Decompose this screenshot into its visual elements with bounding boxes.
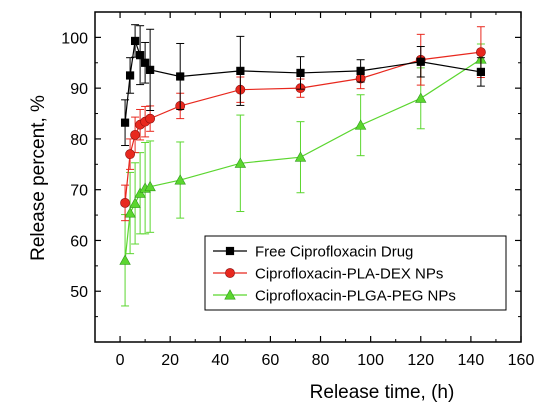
data-point: [129, 197, 141, 208]
y-axis-title: Release percent, %: [28, 95, 49, 261]
legend-label: Free Ciprofloxacin Drug: [255, 244, 413, 261]
x-tick-label: 140: [458, 352, 485, 369]
y-tick-label: 50: [70, 284, 88, 301]
data-point: [130, 36, 140, 46]
x-tick-label: 20: [161, 352, 179, 369]
series-layer: [119, 24, 487, 307]
data-point: [176, 72, 185, 81]
legend-marker: [224, 289, 236, 300]
data-point: [415, 92, 427, 103]
data-point: [146, 65, 155, 74]
data-point: [476, 67, 486, 77]
legend-label: Ciprofloxacin-PLGA-PEG NPs: [255, 288, 456, 305]
plot-frame: [94, 11, 522, 343]
x-tick-label: 160: [508, 352, 535, 369]
data-point: [120, 118, 130, 127]
data-point: [130, 129, 140, 140]
x-tick-label: 0: [116, 352, 125, 369]
series-1: [120, 26, 486, 222]
y-tick-label: 70: [70, 183, 88, 200]
series-line: [124, 40, 482, 123]
data-point: [120, 197, 130, 208]
data-point: [125, 71, 135, 80]
legend-marker: [225, 246, 235, 256]
data-point: [141, 58, 150, 67]
axis-ticks: 0 20 40 60 80 100 120 140 160 50 60 70 80 90 100: [61, 11, 535, 369]
x-tick-label: 120: [407, 352, 434, 369]
data-point: [294, 151, 307, 162]
data-point: [134, 187, 146, 198]
data-point: [136, 51, 145, 60]
legend: Free Ciprofloxacin Drug Ciprofloxacin-PLA…: [204, 235, 507, 311]
legend-marker: [225, 268, 235, 278]
data-point: [476, 47, 486, 58]
x-tick-label: 100: [357, 352, 384, 369]
data-point: [296, 68, 305, 78]
x-axis-title: Release time, (h): [310, 382, 455, 403]
x-tick-label: 40: [211, 352, 229, 369]
data-point: [145, 113, 156, 124]
data-point: [416, 57, 425, 66]
series-0: [120, 24, 486, 147]
legend-label: Ciprofloxacin-PLA-DEX NPs: [255, 266, 443, 283]
data-point: [354, 119, 367, 130]
data-point: [119, 254, 131, 265]
data-point: [234, 157, 247, 168]
y-tick-label: 100: [61, 30, 88, 47]
data-point: [356, 66, 365, 75]
data-point: [174, 174, 186, 185]
y-tick-label: 90: [70, 81, 88, 98]
legend-box: [204, 235, 507, 311]
data-point: [124, 207, 136, 218]
x-tick-label: 80: [312, 352, 330, 369]
y-tick-label: 60: [70, 233, 88, 250]
y-tick-label: 80: [70, 132, 88, 149]
data-point: [125, 149, 135, 160]
data-point: [144, 180, 156, 192]
data-point: [236, 66, 245, 75]
x-tick-label: 60: [262, 352, 280, 369]
